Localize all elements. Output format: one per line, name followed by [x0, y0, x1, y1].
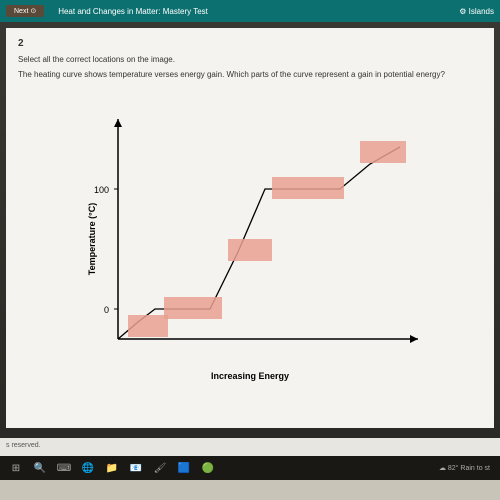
search-icon[interactable]: 🔍 [31, 459, 49, 477]
windows-taskbar: ⊞ 🔍 ⌨ 🌐 📁 📧 🖌 🟦 🟢 ☁ 82° Rain to st [0, 456, 500, 480]
app-window: Next ⊙ Heat and Changes in Matter: Maste… [0, 0, 500, 460]
curve-region-3[interactable] [228, 239, 272, 261]
task-view-icon[interactable]: ⌨ [55, 459, 73, 477]
y-tick-0: 0 [104, 305, 109, 315]
x-axis-label: Increasing Energy [211, 371, 289, 381]
y-tick-100: 100 [94, 185, 109, 195]
laptop-screen: Next ⊙ Heat and Changes in Matter: Maste… [0, 0, 500, 480]
start-icon[interactable]: ⊞ [7, 459, 25, 477]
question-number: 2 [18, 38, 482, 49]
settings-button[interactable]: ⚙ Islands [459, 7, 494, 16]
question-card: 2 Select all the correct locations on th… [6, 28, 494, 428]
paint-icon[interactable]: 🖌 [151, 459, 169, 477]
y-axis-label: Temperature (°C) [87, 203, 97, 275]
page-footer: s reserved. [0, 438, 500, 456]
instruction-secondary: The heating curve shows temperature vers… [18, 70, 482, 79]
mail-icon[interactable]: 📧 [127, 459, 145, 477]
app-header: Next ⊙ Heat and Changes in Matter: Maste… [0, 0, 500, 22]
edge-icon[interactable]: 🌐 [79, 459, 97, 477]
curve-region-5[interactable] [360, 141, 406, 163]
next-button[interactable]: Next ⊙ [6, 5, 44, 17]
curve-region-2[interactable] [164, 297, 222, 319]
heating-curve-chart: Temperature (°C) Increasing Energy 100 0 [60, 99, 440, 379]
app-icon-2[interactable]: 🟢 [199, 459, 217, 477]
footer-text: s reserved. [6, 442, 41, 449]
instruction-primary: Select all the correct locations on the … [18, 55, 482, 64]
app-icon-1[interactable]: 🟦 [175, 459, 193, 477]
taskbar-tray[interactable]: ☁ 82° Rain to st [439, 464, 496, 472]
curve-region-4[interactable] [272, 177, 344, 199]
weather-widget[interactable]: ☁ 82° Rain to st [439, 464, 490, 472]
explorer-icon[interactable]: 📁 [103, 459, 121, 477]
curve-region-1[interactable] [128, 315, 168, 337]
page-title: Heat and Changes in Matter: Mastery Test [58, 7, 208, 16]
